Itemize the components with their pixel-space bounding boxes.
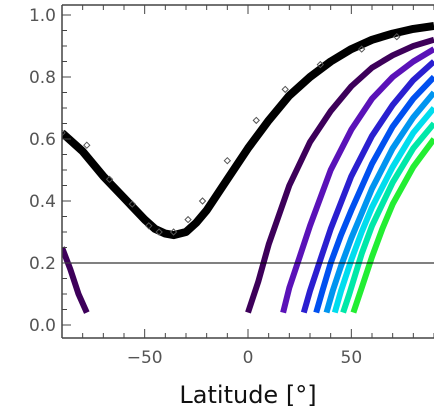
plot-background xyxy=(62,5,434,338)
series-line-1 xyxy=(62,21,434,240)
y-tick-label: 1.0 xyxy=(29,6,56,26)
observed-point xyxy=(357,45,366,53)
observed-point xyxy=(281,85,289,94)
series-line-5 xyxy=(300,59,434,314)
observed-point xyxy=(83,141,91,149)
observed-point xyxy=(155,228,163,236)
x-tick-label: 50 xyxy=(341,348,363,368)
observed-point xyxy=(128,200,136,208)
observed-point xyxy=(62,129,66,137)
observed-point xyxy=(169,228,178,236)
series-line-6 xyxy=(313,74,434,314)
x-axis-title: Latitude [°] xyxy=(179,381,316,409)
observed-points-layer xyxy=(62,32,401,236)
y-tick-label: 0.2 xyxy=(29,254,56,274)
observed-point xyxy=(393,32,401,41)
series-layer xyxy=(62,21,434,314)
series-line-3 xyxy=(245,36,434,314)
axes-layer: 0.0 0.2 0.4 0.6 0.8 1.0 −50 0 50 xyxy=(29,4,434,368)
y-tick-label: 0.0 xyxy=(29,316,56,336)
series-line-2 xyxy=(62,246,90,314)
observed-point xyxy=(184,215,192,224)
observed-point xyxy=(145,222,153,230)
observed-point xyxy=(223,156,232,165)
y-tick-label: 0.6 xyxy=(29,130,56,150)
series-line-4 xyxy=(280,46,434,314)
series-line-7 xyxy=(323,90,434,314)
observed-point xyxy=(105,175,114,184)
y-tick-label: 0.4 xyxy=(29,192,56,212)
x-tick-label: −50 xyxy=(127,348,163,368)
series-line-9 xyxy=(340,121,434,314)
observed-point xyxy=(198,197,207,205)
y-tick-label: 0.8 xyxy=(29,68,56,88)
observed-point xyxy=(252,116,260,125)
x-tick-label: 0 xyxy=(243,348,254,368)
series-line-10 xyxy=(350,137,434,314)
series-line-8 xyxy=(331,106,434,314)
observed-point xyxy=(316,60,325,69)
